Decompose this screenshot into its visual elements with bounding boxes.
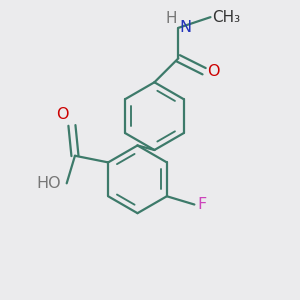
- Text: CH₃: CH₃: [212, 10, 240, 25]
- Text: N: N: [180, 20, 192, 35]
- Text: O: O: [207, 64, 220, 79]
- Text: H: H: [165, 11, 177, 26]
- Text: HO: HO: [36, 176, 61, 191]
- Text: O: O: [56, 107, 69, 122]
- Text: F: F: [197, 197, 207, 212]
